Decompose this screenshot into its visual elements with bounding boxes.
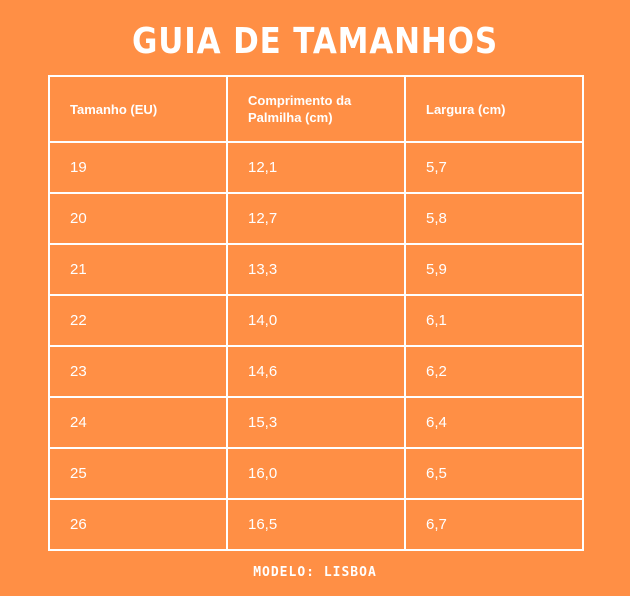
cell-size: 20 [48, 192, 228, 245]
cell-width: 5,9 [404, 243, 584, 296]
header-insole-length: Comprimento da Palmilha (cm) [226, 75, 406, 143]
cell-insole-length: 14,6 [226, 345, 406, 398]
cell-size: 24 [48, 396, 228, 449]
cell-size: 21 [48, 243, 228, 296]
cell-width: 6,2 [404, 345, 584, 398]
cell-width: 5,8 [404, 192, 584, 245]
table-row: 19 12,1 5,7 [48, 141, 584, 194]
cell-size: 26 [48, 498, 228, 551]
cell-insole-length: 16,5 [226, 498, 406, 551]
size-guide-table: Tamanho (EU) Comprimento da Palmilha (cm… [48, 75, 584, 551]
cell-size: 19 [48, 141, 228, 194]
header-size-eu: Tamanho (EU) [48, 75, 228, 143]
table-row: 20 12,7 5,8 [48, 192, 584, 245]
cell-insole-length: 12,1 [226, 141, 406, 194]
cell-size: 25 [48, 447, 228, 500]
table-row: 26 16,5 6,7 [48, 498, 584, 551]
cell-width: 6,5 [404, 447, 584, 500]
cell-insole-length: 15,3 [226, 396, 406, 449]
cell-insole-length: 13,3 [226, 243, 406, 296]
cell-size: 22 [48, 294, 228, 347]
cell-insole-length: 12,7 [226, 192, 406, 245]
cell-width: 5,7 [404, 141, 584, 194]
table-row: 21 13,3 5,9 [48, 243, 584, 296]
header-width: Largura (cm) [404, 75, 584, 143]
page-title: GUIA DE TAMANHOS [131, 21, 499, 62]
table-header-row: Tamanho (EU) Comprimento da Palmilha (cm… [48, 75, 584, 143]
table-row: 23 14,6 6,2 [48, 345, 584, 398]
cell-size: 23 [48, 345, 228, 398]
cell-insole-length: 16,0 [226, 447, 406, 500]
model-footer: MODELO: LISBOA [253, 565, 377, 580]
cell-width: 6,4 [404, 396, 584, 449]
table-row: 22 14,0 6,1 [48, 294, 584, 347]
table-row: 25 16,0 6,5 [48, 447, 584, 500]
cell-width: 6,1 [404, 294, 584, 347]
cell-insole-length: 14,0 [226, 294, 406, 347]
cell-width: 6,7 [404, 498, 584, 551]
table-row: 24 15,3 6,4 [48, 396, 584, 449]
